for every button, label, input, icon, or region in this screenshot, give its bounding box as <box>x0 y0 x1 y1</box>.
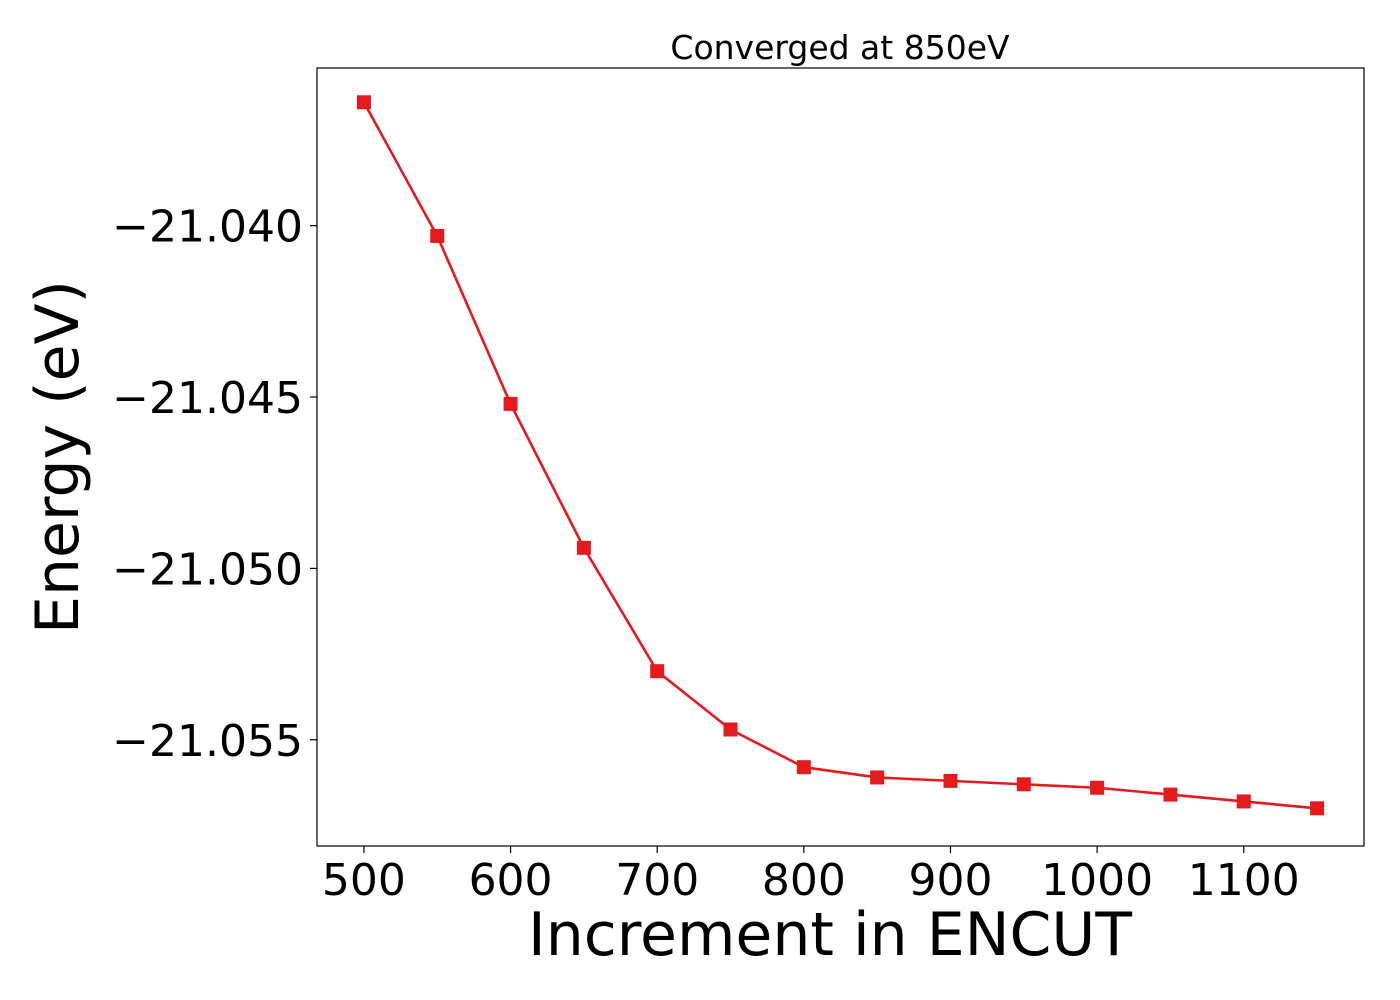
data-point-marker <box>723 722 738 737</box>
y-tick-label: −21.040 <box>112 202 303 253</box>
data-point-marker <box>1163 787 1178 802</box>
series-line <box>362 101 1318 810</box>
y-tick-label: −21.050 <box>112 544 303 595</box>
data-point-marker <box>430 228 445 243</box>
data-point-marker <box>1090 780 1105 795</box>
y-axis: −21.040 −21.045 −21.050 −21.055 <box>112 202 317 767</box>
x-tick-label: 1000 <box>1041 855 1153 906</box>
y-tick-label: −21.055 <box>112 716 303 767</box>
x-axis: 500 600 700 800 900 1000 1100 <box>322 846 1300 906</box>
data-point-marker <box>1016 777 1031 792</box>
data-point-marker <box>503 396 518 411</box>
plot-frame <box>316 67 1365 847</box>
x-tick-label: 800 <box>762 855 846 906</box>
y-axis-label: Energy (eV) <box>23 280 93 634</box>
x-tick-label: 500 <box>322 855 406 906</box>
x-tick-label: 700 <box>615 855 699 906</box>
data-point-marker <box>576 540 591 555</box>
data-point-marker <box>356 95 371 110</box>
data-series <box>356 95 1325 816</box>
data-point-marker <box>796 760 811 775</box>
x-tick-label: 900 <box>908 855 992 906</box>
data-point-marker <box>1310 801 1325 816</box>
x-tick-label: 600 <box>469 855 553 906</box>
y-tick-label: −21.045 <box>112 373 303 424</box>
x-axis-label: Increment in ENCUT <box>528 900 1132 970</box>
data-point-marker <box>650 664 665 679</box>
data-point-marker <box>943 773 958 788</box>
data-point-marker <box>870 770 885 785</box>
chart-title: Converged at 850eV <box>670 28 1010 67</box>
data-point-marker <box>1236 794 1251 809</box>
x-tick-label: 1100 <box>1188 855 1300 906</box>
